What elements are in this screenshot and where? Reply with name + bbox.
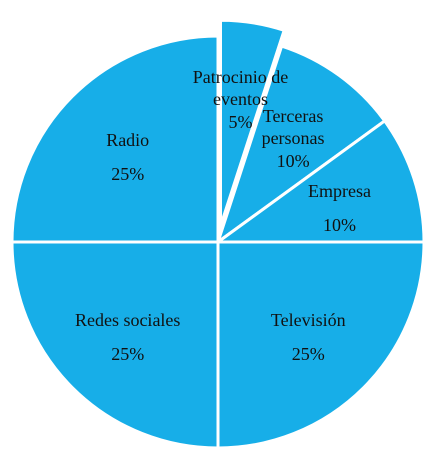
slice-value-label: 10%: [322, 214, 356, 235]
slice-category-label: Terceras personas: [261, 105, 325, 148]
slice-category-label: Televisión: [270, 310, 346, 331]
pie-slice: [215, 44, 387, 246]
slice-value-label: 25%: [111, 344, 145, 365]
slice-category-label: Radio: [106, 129, 150, 150]
slice-value-label: 25%: [291, 344, 325, 365]
slice-category-label: Redes sociales: [74, 310, 181, 331]
slice-value-label: 5%: [228, 112, 253, 133]
pie-slice: [213, 118, 425, 244]
pie-slice: [219, 18, 287, 227]
slice-category-label: Empresa: [307, 180, 371, 201]
slice-value-label: 25%: [111, 163, 145, 184]
pie-slice: [216, 240, 425, 450]
slice-value-label: 10%: [276, 150, 310, 171]
pie-slice: [10, 34, 220, 244]
slice-category-label: Patrocinio de eventos: [192, 67, 289, 110]
pie-slice: [10, 240, 220, 450]
